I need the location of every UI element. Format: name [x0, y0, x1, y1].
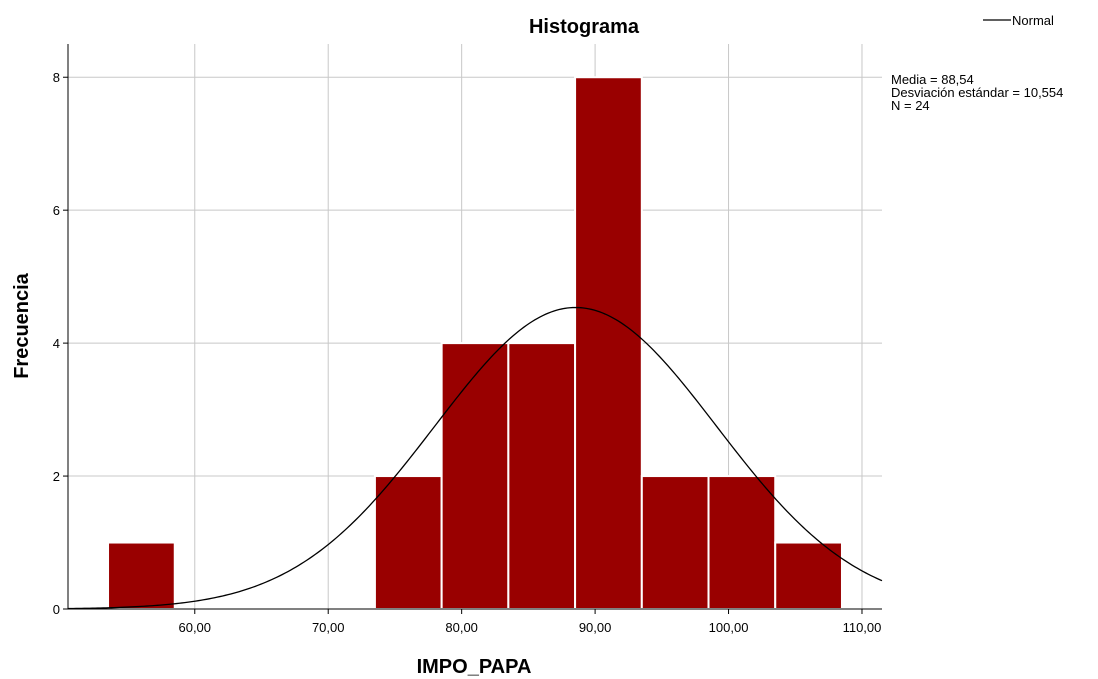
x-tick-label: 80,00	[445, 620, 478, 635]
histogram-bar	[373, 475, 443, 611]
x-tick-label: 110,00	[843, 620, 882, 635]
x-tick-label: 100,00	[709, 620, 749, 635]
x-tick-label: 90,00	[579, 620, 612, 635]
x-tick-labels: 60,00 70,00 80,00 90,00 100,00 110,00	[178, 620, 881, 635]
y-tick-label: 6	[53, 203, 60, 218]
axes	[63, 44, 882, 614]
y-axis-title: Frecuencia	[11, 272, 33, 378]
histogram-bar	[507, 342, 577, 610]
histogram-bar	[707, 475, 777, 611]
normal-curve	[67, 306, 883, 610]
stats-box: Media = 88,54 Desviación estándar = 10,5…	[891, 72, 1063, 113]
histogram-bar	[107, 541, 176, 611]
stats-std: Desviación estándar = 10,554	[891, 85, 1063, 100]
stats-n: N = 24	[891, 98, 930, 113]
y-tick-label: 2	[53, 469, 60, 484]
histogram-bar	[774, 541, 843, 611]
chart-title: Histograma	[529, 16, 640, 38]
histogram-bar	[640, 475, 710, 611]
y-tick-label: 4	[53, 336, 60, 351]
stats-mean: Media = 88,54	[891, 72, 974, 87]
x-axis-title: IMPO_PAPA	[417, 656, 532, 678]
histogram-bar	[440, 342, 510, 610]
histogram-bar	[574, 76, 643, 610]
legend: Normal	[983, 13, 1054, 28]
x-tick-label: 70,00	[312, 620, 345, 635]
y-tick-label: 8	[53, 70, 60, 85]
legend-normal-label: Normal	[1012, 13, 1054, 28]
y-tick-labels: 0 2 4 6 8	[53, 70, 60, 617]
x-tick-label: 60,00	[178, 620, 211, 635]
y-tick-label: 0	[53, 602, 60, 617]
